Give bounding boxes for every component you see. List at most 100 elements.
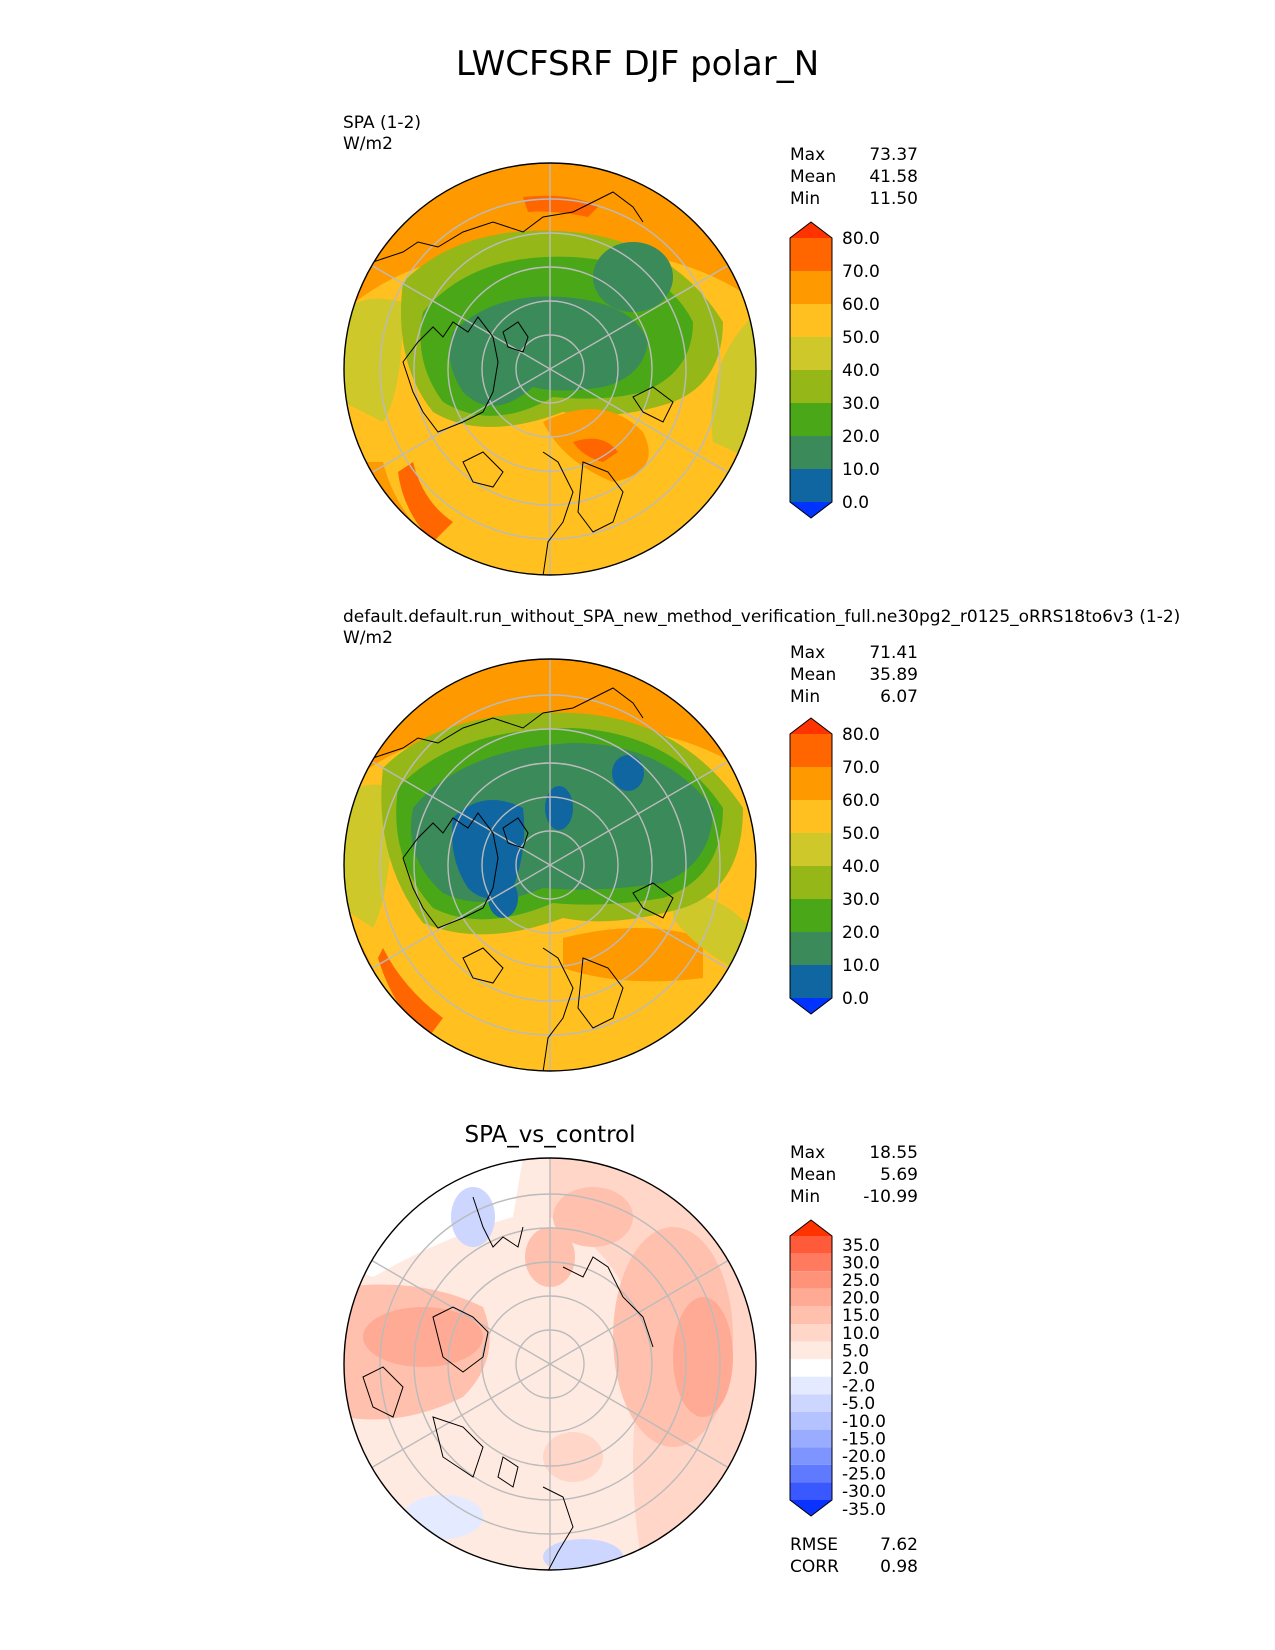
colorbar-swatch: [790, 800, 832, 833]
colorbar-swatch: [790, 1429, 832, 1448]
colorbar-swatch: [790, 932, 832, 965]
colorbar-swatch: [790, 1412, 832, 1430]
colorbar-swatch: [790, 1306, 832, 1324]
colorbar-swatch: [790, 1394, 832, 1412]
colorbar-tick-label: 30.0: [842, 890, 880, 910]
colorbar-swatch: [790, 403, 832, 436]
colorbar-swatch: [790, 1359, 832, 1377]
colorbar-swatch: [790, 1271, 832, 1289]
colorbar-outline: [789, 221, 833, 519]
colorbar-tick-label: 5.0: [842, 1341, 869, 1361]
colorbar-swatch: [790, 469, 832, 502]
colorbar-tick-label: 10.0: [842, 460, 880, 480]
colorbar-tick-label: -30.0: [842, 1482, 886, 1502]
colorbar-swatch: [790, 718, 832, 734]
panel-3-mean-label: Mean: [790, 1165, 837, 1185]
colorbar-tick-label: 50.0: [842, 328, 880, 348]
panel-2-units: W/m2: [343, 628, 393, 648]
colorbar-tick-label: 60.0: [842, 791, 880, 811]
colorbar-swatch: [790, 734, 832, 767]
panel-2-min: 6.07: [880, 687, 918, 707]
panel-1-units: W/m2: [343, 134, 393, 154]
panel-1-mean-label: Mean: [790, 167, 837, 187]
colorbar-swatch: [790, 866, 832, 899]
colorbar-swatch: [790, 271, 832, 304]
panel-1-title: SPA (1-2): [343, 113, 422, 133]
colorbar-tick-label: 15.0: [842, 1306, 880, 1326]
colorbar-swatch: [790, 1220, 832, 1236]
panel-2-min-label: Min: [790, 687, 821, 707]
colorbar-tick-label: 20.0: [842, 1289, 880, 1309]
panel-1-mean: 41.58: [869, 167, 918, 187]
panel-3-min: -10.99: [863, 1187, 918, 1207]
colorbar-swatch: [790, 502, 832, 518]
colorbar-outline: [789, 1219, 833, 1517]
colorbar-tick-label: 20.0: [842, 427, 880, 447]
panel-3-mean: 5.69: [880, 1165, 918, 1185]
colorbar-swatch: [790, 899, 832, 932]
colorbar-tick-label: 30.0: [842, 394, 880, 414]
colorbar-swatch: [790, 1482, 832, 1500]
rmse-value: 7.62: [880, 1535, 918, 1555]
rmse-label: RMSE: [790, 1535, 839, 1555]
corr-value: 0.98: [880, 1557, 918, 1577]
panel-3-title: SPA_vs_control: [464, 1122, 636, 1148]
colorbar-swatch: [790, 304, 832, 337]
panel-2-polar-map: [343, 658, 757, 1072]
colorbar-tick-label: 30.0: [842, 1253, 880, 1273]
panel-3-metrics: RMSE 7.62 CORR 0.98: [790, 1534, 918, 1578]
colorbar-tick-label: 0.0: [842, 989, 869, 1009]
panel-3-max-label: Max: [790, 1143, 826, 1163]
panel-1-max: 73.37: [869, 145, 918, 165]
panel-3-colorbar: 35.030.025.020.015.010.05.02.0-2.0-5.0-1…: [789, 1219, 886, 1520]
panel-1-polar-map: [343, 162, 757, 576]
colorbar-tick-label: 10.0: [842, 1324, 880, 1344]
colorbar-tick-label: 80.0: [842, 229, 880, 249]
colorbar-swatch: [790, 767, 832, 800]
colorbar-tick-label: 35.0: [842, 1236, 880, 1256]
panel-1-stats: Max 73.37 Mean 41.58 Min 11.50: [790, 144, 918, 210]
colorbar-tick-label: -10.0: [842, 1412, 886, 1432]
colorbar-swatch: [790, 1288, 832, 1307]
colorbar-swatch: [790, 998, 832, 1014]
colorbar-tick-label: -20.0: [842, 1447, 886, 1467]
colorbar-outline: [789, 717, 833, 1015]
colorbar-tick-label: -15.0: [842, 1429, 886, 1449]
colorbar-swatch: [790, 222, 832, 238]
panel-2-stats: Max 71.41 Mean 35.89 Min 6.07: [790, 642, 918, 708]
colorbar-swatch: [790, 337, 832, 370]
panel-3-max: 18.55: [869, 1143, 918, 1163]
panel-1-max-label: Max: [790, 145, 826, 165]
colorbar-swatch: [790, 1447, 832, 1465]
panel-2-mean-label: Mean: [790, 665, 837, 685]
colorbar-tick-label: -2.0: [842, 1377, 875, 1397]
colorbar-swatch: [790, 370, 832, 403]
colorbar-tick-label: 25.0: [842, 1271, 880, 1291]
panel-1-colorbar: 80.0 70.0 60.0 50.0 40.0 30.0 20.0 10.0 0.0: [789, 221, 880, 519]
colorbar-tick-label: 70.0: [842, 262, 880, 282]
colorbar-tick-label: -35.0: [842, 1500, 886, 1520]
colorbar-tick-label: 60.0: [842, 295, 880, 315]
colorbar-tick-label: 0.0: [842, 493, 869, 513]
colorbar-tick-label: -25.0: [842, 1465, 886, 1485]
colorbar-swatch: [790, 436, 832, 469]
figure-title: LWCFSRF DJF polar_N: [455, 44, 820, 84]
colorbar-swatch: [790, 238, 832, 271]
colorbar-tick-label: -5.0: [842, 1394, 875, 1414]
panel-2-colorbar: 80.0 70.0 60.0 50.0 40.0 30.0 20.0 10.0 0.0: [789, 717, 880, 1015]
colorbar-swatch: [790, 965, 832, 998]
colorbar-swatch: [790, 1341, 832, 1360]
colorbar-tick-label: 10.0: [842, 956, 880, 976]
colorbar-swatch: [790, 1324, 832, 1342]
colorbar-tick-label: 70.0: [842, 758, 880, 778]
colorbar-swatch: [790, 1253, 832, 1272]
colorbar-tick-label: 2.0: [842, 1359, 869, 1379]
colorbar-swatch: [790, 1376, 832, 1395]
colorbar-swatch: [790, 1236, 832, 1254]
colorbar-tick-label: 20.0: [842, 923, 880, 943]
colorbar-tick-label: 40.0: [842, 361, 880, 381]
colorbar-swatch: [790, 1464, 832, 1483]
panel-3-min-label: Min: [790, 1187, 821, 1207]
colorbar-swatch: [790, 833, 832, 866]
panel-2-mean: 35.89: [869, 665, 918, 685]
